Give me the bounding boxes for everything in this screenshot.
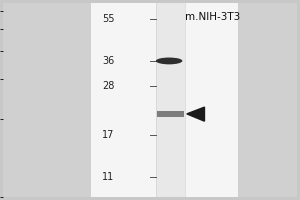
Ellipse shape xyxy=(156,58,182,64)
Polygon shape xyxy=(187,107,205,121)
Bar xyxy=(156,3,185,197)
Text: 28: 28 xyxy=(102,81,115,91)
Text: 11: 11 xyxy=(102,172,115,182)
Bar xyxy=(91,3,238,197)
Text: m.NIH-3T3: m.NIH-3T3 xyxy=(185,12,241,22)
Text: 36: 36 xyxy=(102,56,115,66)
Bar xyxy=(158,111,184,117)
Text: 55: 55 xyxy=(102,14,115,24)
Text: 17: 17 xyxy=(102,130,115,140)
